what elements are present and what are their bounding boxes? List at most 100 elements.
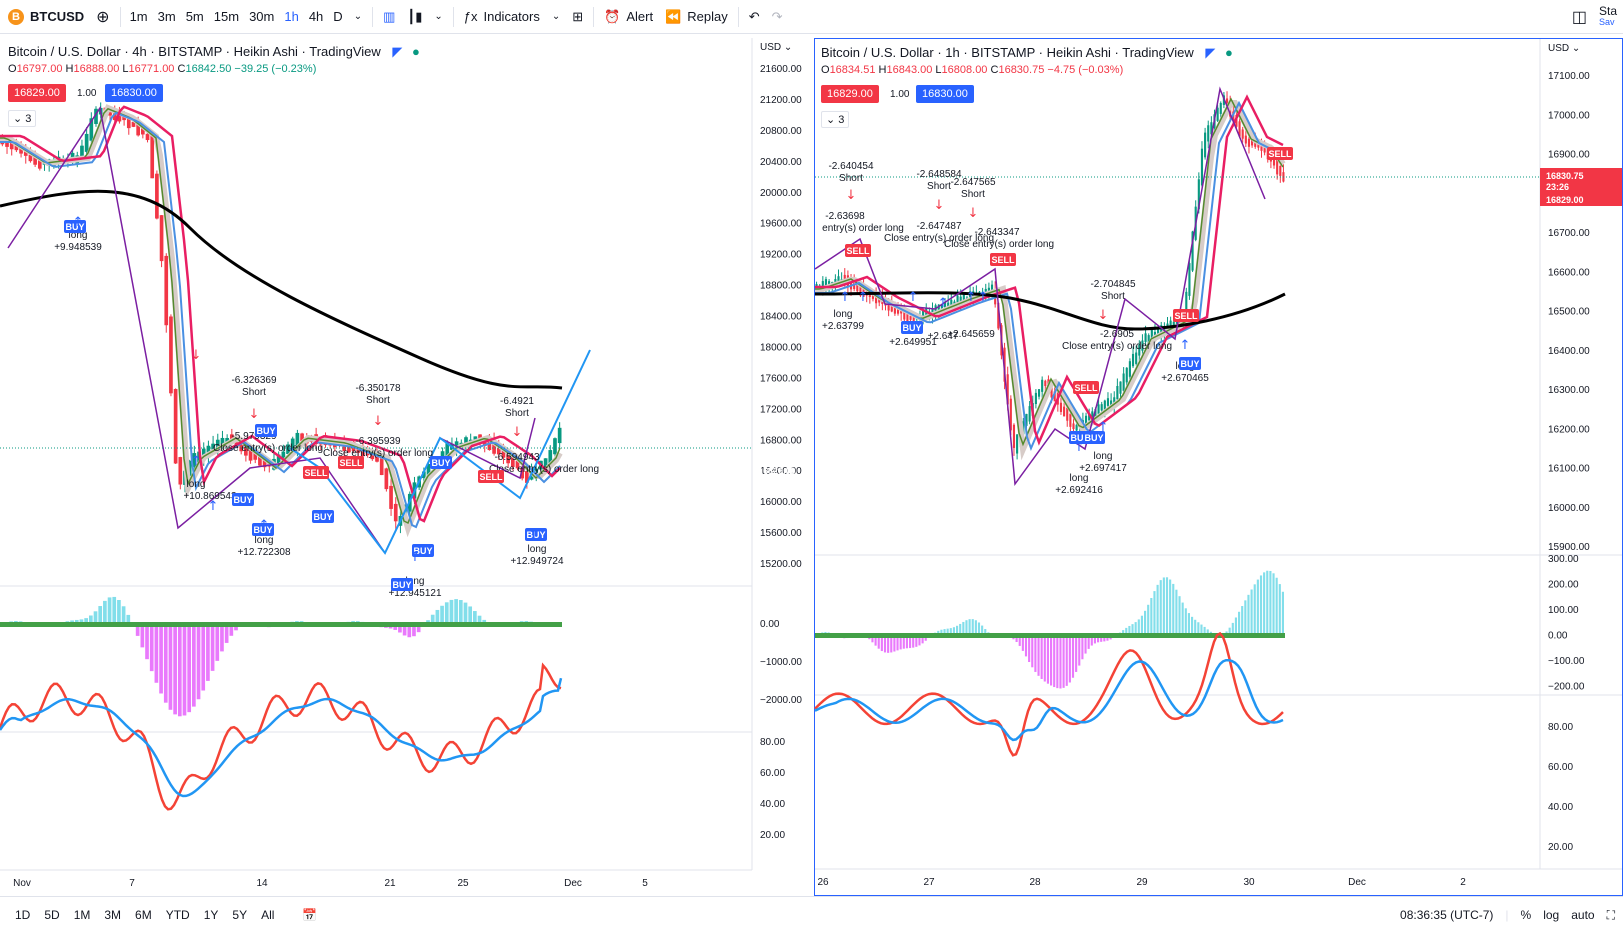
- histogram-bar: [1063, 635, 1065, 688]
- date-tick-label: 25: [457, 878, 469, 889]
- price-tick-label: 16700.00: [1548, 228, 1590, 239]
- symbol-search[interactable]: B BTCUSD: [0, 0, 90, 34]
- right-chart-canvas: USD ⌄17100.0017000.0016900.0016800.00167…: [815, 39, 1622, 895]
- long-arrow-icon: ↑: [259, 518, 270, 533]
- price-tick-label: 16300.00: [1548, 385, 1590, 396]
- strategy-annotation-label: -6.594943: [494, 452, 539, 463]
- strategy-annotation-label: long: [834, 309, 853, 320]
- histogram-bar: [192, 624, 196, 707]
- layout-icon[interactable]: ◫: [1566, 0, 1593, 34]
- date-tick-label: Nov: [13, 878, 31, 889]
- range-ytd[interactable]: YTD: [159, 908, 197, 922]
- price-tick-label: 20800.00: [760, 126, 802, 137]
- candle-body: [1123, 373, 1125, 390]
- range-6m[interactable]: 6M: [128, 908, 159, 922]
- fullscreen-icon[interactable]: ⛶: [1607, 908, 1615, 923]
- right-chart-pane[interactable]: Bitcoin / U.S. Dollar · 1h · BITSTAMP · …: [814, 38, 1623, 896]
- interval-1h[interactable]: 1h: [279, 0, 303, 34]
- strategy-annotation-label: -6.350178: [355, 383, 400, 394]
- templates-grid-icon[interactable]: ⊞: [566, 0, 589, 34]
- price-tick-label: 21600.00: [760, 64, 802, 75]
- histogram-bar: [220, 624, 224, 651]
- price-tick-label: 21200.00: [760, 95, 802, 106]
- redo-icon[interactable]: ↷: [766, 0, 789, 34]
- percent-scale-toggle[interactable]: %: [1521, 908, 1532, 922]
- long-arrow-icon: ↑: [410, 550, 421, 565]
- auto-scale-toggle[interactable]: auto: [1571, 908, 1594, 922]
- interval-4h[interactable]: 4h: [304, 0, 328, 34]
- strategy-annotation-label: -6.4921: [500, 396, 534, 407]
- short-arrow-icon: ↓: [191, 348, 202, 363]
- rsi-tick-label: 40.00: [1548, 802, 1573, 813]
- interval-15m[interactable]: 15m: [209, 0, 244, 34]
- undo-icon[interactable]: ↶: [743, 0, 766, 34]
- bid-price-label: 16829.00: [758, 466, 796, 476]
- interval-30m[interactable]: 30m: [244, 0, 279, 34]
- price-tick-label: 17100.00: [1548, 71, 1590, 82]
- histogram-bar: [440, 606, 444, 624]
- interval-d[interactable]: D: [328, 0, 347, 34]
- interval-5m[interactable]: 5m: [181, 0, 209, 34]
- histogram-bar: [436, 610, 440, 624]
- price-tick-label: 20000.00: [760, 188, 802, 199]
- strategy-annotation-label: Close entry(s) order long: [213, 443, 323, 454]
- short-arrow-icon: ↓: [968, 206, 979, 221]
- range-5d[interactable]: 5D: [37, 908, 66, 922]
- histogram-bar: [1282, 592, 1284, 635]
- save-button[interactable]: Sta Sav: [1593, 0, 1623, 34]
- candle-body: [1016, 434, 1018, 453]
- bar-style-icon[interactable]: ▥: [377, 0, 401, 34]
- candle-body: [155, 174, 159, 219]
- candle-body: [160, 215, 164, 261]
- interval-1m[interactable]: 1m: [125, 0, 153, 34]
- range-3m[interactable]: 3M: [97, 908, 128, 922]
- indicators-chevron-icon[interactable]: ⌄: [546, 0, 566, 34]
- strategy-annotation-label: Short: [1101, 291, 1125, 302]
- short-arrow-icon: ↓: [934, 198, 945, 213]
- price-tick-label: 16200.00: [1548, 424, 1590, 435]
- replay-button[interactable]: ⏪ Replay: [659, 0, 734, 34]
- range-5y[interactable]: 5Y: [225, 908, 254, 922]
- range-1m[interactable]: 1M: [67, 908, 98, 922]
- long-arrow-icon: ↑: [938, 296, 949, 311]
- interval-dropdown-chevron-icon[interactable]: ⌄: [348, 0, 368, 34]
- candle-style-icon[interactable]: ┃▮: [401, 0, 428, 34]
- strategy-annotation-label: -2.63698: [825, 211, 865, 222]
- clock-time[interactable]: 08:36:35 (UTC-7): [1400, 908, 1493, 922]
- histogram-bar: [1031, 635, 1033, 667]
- log-scale-toggle[interactable]: log: [1543, 908, 1559, 922]
- left-chart-pane[interactable]: Bitcoin / U.S. Dollar · 4h · BITSTAMP · …: [0, 38, 752, 896]
- price-tick-label: 16900.00: [1548, 150, 1590, 161]
- alert-button[interactable]: ⏰ Alert: [598, 0, 659, 34]
- interval-3m[interactable]: 3m: [153, 0, 181, 34]
- histogram-bar: [1041, 635, 1043, 679]
- histogram-bar: [1153, 591, 1155, 635]
- candle-body: [146, 134, 150, 140]
- candle-body: [380, 458, 384, 475]
- chart-type-chevron-icon[interactable]: ⌄: [428, 0, 448, 34]
- indicators-button[interactable]: ƒx Indicators: [458, 0, 546, 34]
- strategy-annotation-label: +12.949724: [510, 556, 564, 567]
- short-arrow-icon: ↓: [846, 188, 857, 203]
- range-1d[interactable]: 1D: [8, 908, 37, 922]
- range-1y[interactable]: 1Y: [197, 908, 226, 922]
- countdown-label: 23:26: [1546, 182, 1569, 192]
- date-tick-label: 29: [1136, 877, 1148, 888]
- strategy-annotation-label: Short: [961, 189, 985, 200]
- candle-body: [385, 468, 389, 489]
- range-all[interactable]: All: [254, 908, 281, 922]
- oscillator-tick-label: −200.00: [1548, 682, 1585, 693]
- histogram-bar: [112, 597, 116, 624]
- rewind-icon: ⏪: [665, 9, 681, 25]
- histogram-bar: [1144, 611, 1146, 635]
- price-tick-label: 16100.00: [1548, 464, 1590, 475]
- candle-body: [174, 389, 178, 463]
- histogram-bar: [1141, 616, 1143, 635]
- price-tick-label: 15600.00: [760, 528, 802, 539]
- buy-signal-label: BUY: [392, 580, 411, 590]
- histogram-bar: [965, 620, 967, 635]
- left-chart-canvas: USD ⌄21600.0021200.0020800.0020400.00200…: [0, 38, 752, 896]
- price-tick-label: 16600.00: [1548, 267, 1590, 278]
- compare-add-icon[interactable]: ⊕: [90, 0, 115, 34]
- goto-date-calendar-icon[interactable]: 📅: [295, 908, 324, 922]
